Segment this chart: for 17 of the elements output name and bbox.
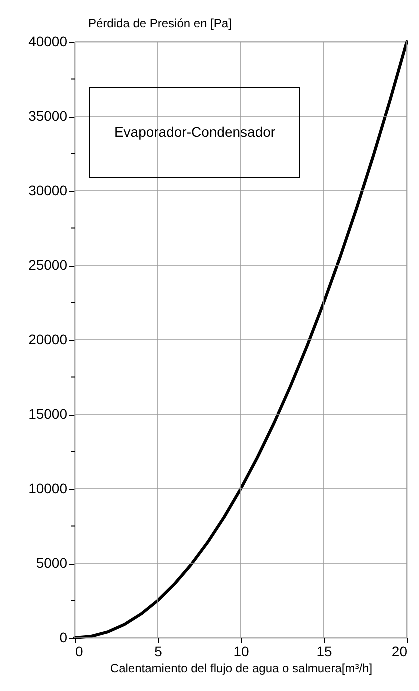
y-tick-label: 15000 xyxy=(28,406,68,422)
y-tick-label: 40000 xyxy=(28,34,68,50)
x-tick-label: 15 xyxy=(316,644,332,660)
x-tick-label: 0 xyxy=(76,644,84,660)
x-tick-label: 20 xyxy=(392,644,408,660)
y-tick-label: 25000 xyxy=(28,257,68,273)
y-tick-label: 20000 xyxy=(28,332,68,348)
y-tick-label: 0 xyxy=(60,630,68,646)
x-axis-title: Calentamiento del flujo de agua o salmuera[m³/h] xyxy=(110,662,373,676)
y-tick-label: 5000 xyxy=(36,555,68,571)
x-tick-label: 5 xyxy=(154,644,163,660)
y-tick-label: 35000 xyxy=(28,108,68,124)
y-tick-label: 30000 xyxy=(28,182,68,198)
annotation: Evaporador-Condensador xyxy=(114,124,276,140)
y-tick-label: 10000 xyxy=(28,480,68,496)
x-tick-label: 10 xyxy=(234,644,250,660)
y-axis-title: Pérdida de Presión en [Pa] xyxy=(88,16,232,30)
